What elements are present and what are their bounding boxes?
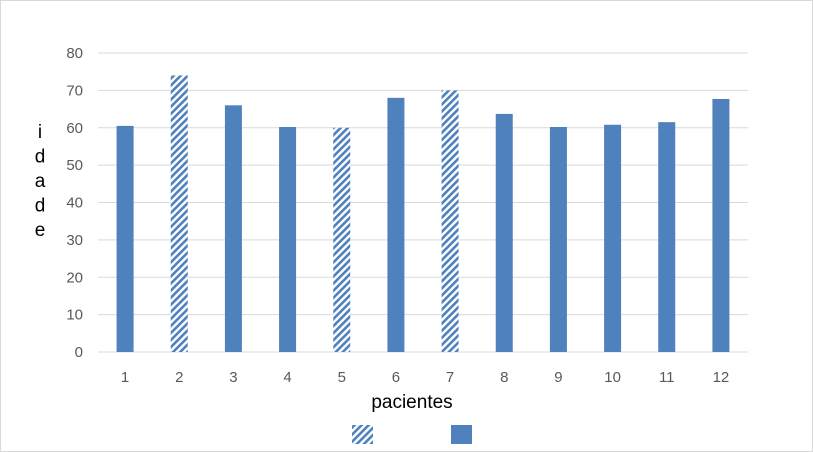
bar-9 [549, 127, 567, 352]
y-axis-title-letter: a [35, 171, 46, 192]
bar-3 [224, 105, 242, 352]
y-tick-label: 50 [66, 157, 83, 174]
x-tick-label: 2 [175, 369, 183, 386]
bars [116, 75, 730, 353]
x-tick-label: 7 [446, 369, 454, 386]
legend-swatch-hatched [352, 425, 373, 444]
gridlines [98, 52, 748, 353]
x-tick-label: 3 [229, 369, 237, 386]
y-tick-label: 30 [66, 232, 83, 249]
y-tick-label: 20 [66, 269, 83, 286]
x-tick-label: 4 [283, 369, 291, 386]
x-tick-label: 11 [659, 369, 675, 386]
legend-swatch-solid [451, 425, 472, 444]
y-tick-label: 70 [66, 82, 83, 99]
bar-1 [116, 125, 134, 352]
y-tick-label: 60 [66, 120, 83, 137]
bar-4 [279, 127, 297, 352]
bar-12 [712, 98, 730, 352]
legend [352, 425, 472, 444]
y-tick-label: 80 [66, 45, 83, 62]
bar-7 [441, 90, 459, 352]
x-tick-label: 6 [392, 369, 400, 386]
y-axis-title-letter: d [35, 196, 46, 217]
x-tick-label: 5 [338, 369, 346, 386]
bar-11 [658, 122, 676, 352]
x-tick-label: 1 [121, 369, 129, 386]
x-tick-label: 9 [554, 369, 562, 386]
y-axis-title-letter: e [35, 220, 46, 241]
bar-2 [170, 75, 188, 353]
x-axis-title: pacientes [371, 392, 452, 413]
bar-8 [495, 113, 513, 352]
x-tick-label: 10 [604, 369, 621, 386]
y-tick-label: 10 [66, 307, 83, 324]
y-tick-labels: 0 10 20 30 40 50 60 70 80 [66, 45, 83, 361]
x-tick-label: 12 [713, 369, 730, 386]
y-axis-title-letter: i [38, 122, 42, 143]
bar-10 [604, 124, 622, 352]
x-tick-labels: 1 2 3 4 5 6 7 8 9 10 11 12 [121, 369, 729, 386]
y-tick-label: 0 [75, 344, 83, 361]
y-tick-label: 40 [66, 195, 83, 212]
bar-6 [387, 97, 405, 352]
bar-5 [333, 127, 351, 352]
x-tick-label: 8 [500, 369, 508, 386]
y-axis-title-letter: d [35, 147, 46, 168]
